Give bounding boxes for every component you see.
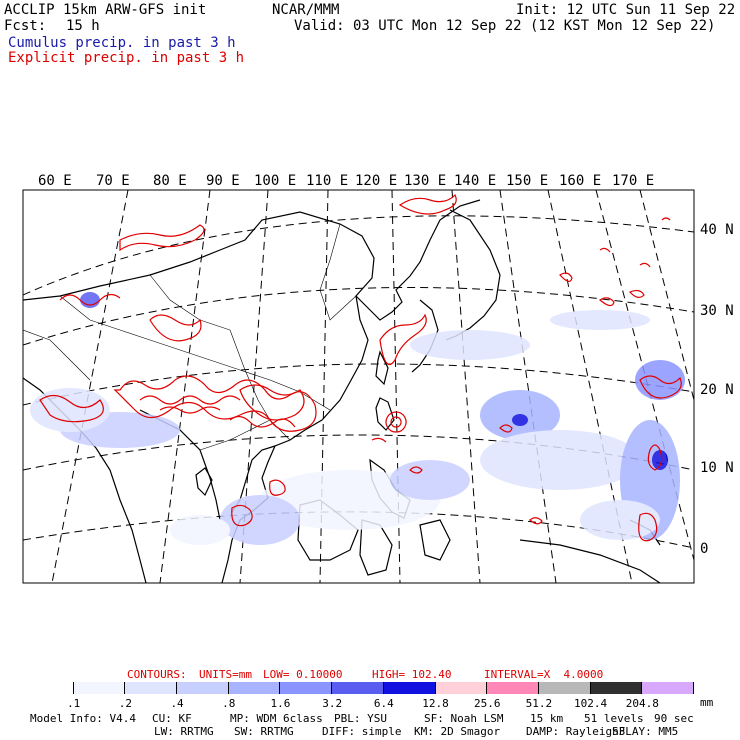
footer-item: Model Info: V4.4 xyxy=(30,712,136,725)
latitude-labels: 40 N 30 N 20 N 10 N 0 xyxy=(700,222,734,557)
lon-label: 100 E xyxy=(254,173,296,189)
colorbar-label: 3.2 xyxy=(322,697,343,710)
valid-time: Valid: 03 UTC Mon 12 Sep 22 (12 KST Mon … xyxy=(294,18,716,34)
center-label: NCAR/MMM xyxy=(272,2,340,18)
colorbar-cell xyxy=(280,682,333,694)
forecast-value: 15 h xyxy=(66,18,100,34)
lon-label: 150 E xyxy=(506,173,548,189)
lat-label: 30 N xyxy=(700,303,734,319)
footer-item: 90 sec xyxy=(654,712,694,725)
colorbar-cell xyxy=(22,682,74,694)
lat-label: 0 xyxy=(700,541,708,557)
colorbar-cell xyxy=(538,682,591,694)
footer-item: 15 km xyxy=(530,712,564,725)
colorbar-cell xyxy=(590,682,643,694)
lat-label: 20 N xyxy=(700,382,734,398)
lon-label: 120 E xyxy=(355,173,397,189)
footer-item: KM: 2D Smagor xyxy=(414,725,501,738)
colorbar-cell xyxy=(228,682,281,694)
explicit-precip-contours xyxy=(39,193,682,542)
colorbar-cell xyxy=(435,682,488,694)
colorbar-cell xyxy=(73,682,126,694)
lon-label: 130 E xyxy=(404,173,446,189)
colorbar-label: 1.6 xyxy=(270,697,291,710)
footer-item: MP: WDM 6class xyxy=(230,712,323,725)
colorbar-label: 51.2 xyxy=(525,697,553,710)
colorbar-label: .8 xyxy=(222,697,236,710)
lon-label: 90 E xyxy=(206,173,240,189)
colorbar-label: 25.6 xyxy=(473,697,501,710)
contours-label: CONTOURS: xyxy=(127,668,187,681)
colorbar-label: 12.8 xyxy=(422,697,449,710)
longitude-labels: 60 E 70 E 80 E 90 E 100 E 110 E 120 E 130 E 140 … xyxy=(38,173,654,189)
footer-item: DIFF: simple xyxy=(322,725,402,738)
lat-label: 40 N xyxy=(700,222,734,238)
lon-label: 70 E xyxy=(96,173,130,189)
colorbar-label: .1 xyxy=(67,697,81,710)
footer-item: PBL: YSU xyxy=(334,712,387,725)
interval-label: INTERVAL=X 4.0000 xyxy=(484,668,604,681)
colorbar-cell xyxy=(332,682,384,694)
colorbar-label: .4 xyxy=(170,697,184,710)
colorbar-cell xyxy=(487,682,539,694)
lon-label: 80 E xyxy=(153,173,187,189)
footer-item: SW: RRTMG xyxy=(234,725,294,738)
lon-label: 160 E xyxy=(559,173,601,189)
lon-label: 110 E xyxy=(306,173,348,189)
colorbar-label: .2 xyxy=(118,697,132,710)
map-frame xyxy=(22,189,695,584)
units-label: UNITS=mm xyxy=(199,668,252,681)
colorbar-cell xyxy=(125,682,178,694)
colorbar-cell xyxy=(177,682,229,694)
footer-item: DAMP: Rayleigh3 xyxy=(526,725,626,738)
high-label: HIGH= 102.40 xyxy=(372,668,452,681)
lat-label: 10 N xyxy=(700,460,734,476)
low-label: LOW= 0.10000 xyxy=(263,668,343,681)
colorbar-label: 102.4 xyxy=(574,697,608,710)
footer-item: CU: KF xyxy=(152,712,192,725)
colorbar-label: 204.8 xyxy=(625,697,659,710)
explicit-legend: Explicit precip. in past 3 h xyxy=(8,50,245,66)
cumulus-legend: Cumulus precip. in past 3 h xyxy=(8,35,236,51)
colorbar-label: 6.4 xyxy=(373,697,394,710)
lon-label: 170 E xyxy=(612,173,654,189)
cumulus-precip xyxy=(30,292,685,545)
model-title: ACCLIP 15km ARW-GFS init xyxy=(4,2,207,18)
forecast-label: Fcst: xyxy=(4,18,47,34)
colorbar-cell xyxy=(383,682,436,694)
footer-item: SFLAY: MM5 xyxy=(612,725,679,738)
colorbar-cell xyxy=(642,682,694,694)
colorbar-unit: mm xyxy=(700,696,714,709)
lon-label: 60 E xyxy=(38,173,72,189)
footer-item: SF: Noah LSM xyxy=(424,712,504,725)
lon-label: 140 E xyxy=(454,173,496,189)
init-time: Init: 12 UTC Sun 11 Sep 22 xyxy=(516,2,736,18)
footer-item: LW: RRTMG xyxy=(154,725,214,738)
footer-item: 51 levels xyxy=(584,712,644,725)
